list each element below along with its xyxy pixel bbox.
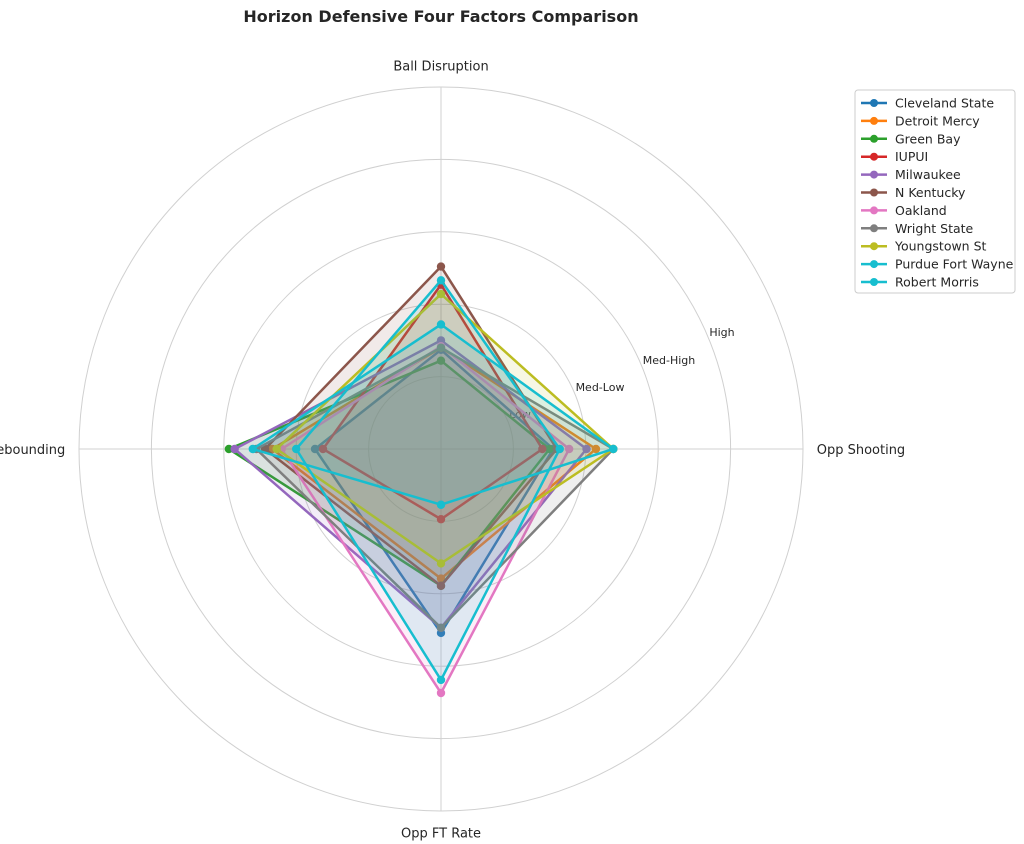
- legend-label: Purdue Fort Wayne: [895, 257, 1014, 272]
- radial-tick-label: Med-Low: [576, 381, 625, 394]
- series-layer: [224, 262, 618, 698]
- legend-marker: [870, 224, 878, 233]
- legend-label: Cleveland State: [895, 96, 994, 111]
- data-point: [591, 444, 601, 454]
- data-point: [545, 444, 554, 454]
- legend-label: Robert Morris: [895, 275, 979, 290]
- data-point: [272, 444, 281, 454]
- data-point: [436, 688, 446, 698]
- data-point: [436, 581, 446, 591]
- axis-label: Ball Disruption: [393, 59, 488, 74]
- legend-label: Wright State: [895, 221, 974, 236]
- legend-frame: [854, 89, 1016, 294]
- legend-marker: [870, 134, 878, 143]
- data-point: [436, 356, 446, 365]
- legend-marker: [870, 206, 878, 215]
- data-point: [248, 444, 257, 454]
- legend-label: N Kentucky: [895, 185, 966, 200]
- legend-label: Detroit Mercy: [895, 113, 980, 128]
- data-point: [224, 444, 234, 454]
- radial-tick-label: Med-High: [643, 354, 696, 367]
- data-point: [436, 500, 446, 509]
- data-point: [436, 574, 446, 583]
- legend-marker: [870, 99, 878, 107]
- legend-label: Oakland: [895, 203, 947, 218]
- data-point: [436, 343, 446, 352]
- radial-tick-label: High: [709, 326, 734, 339]
- data-point: [436, 515, 446, 524]
- data-point: [230, 444, 239, 454]
- data-point: [436, 336, 446, 345]
- series-iupui: [318, 280, 547, 524]
- series-purdue-fort-wayne: [292, 276, 564, 685]
- legend-marker: [870, 242, 878, 251]
- chart-title: Horizon Defensive Four Factors Compariso…: [243, 7, 638, 26]
- data-point: [436, 675, 446, 685]
- data-point: [318, 444, 328, 454]
- data-point: [538, 444, 547, 454]
- data-point: [555, 444, 564, 454]
- data-point: [436, 623, 446, 633]
- data-point: [609, 444, 618, 454]
- legend-marker: [870, 170, 878, 179]
- data-point: [292, 444, 301, 454]
- legend-label: Green Bay: [895, 131, 961, 146]
- legend-label: IUPUI: [895, 149, 928, 164]
- legend-marker: [870, 116, 878, 125]
- axis-label: Opp FT Rate: [401, 827, 481, 842]
- legend-marker: [870, 278, 878, 286]
- legend-marker: [870, 188, 878, 197]
- data-point: [436, 262, 446, 271]
- data-point: [310, 444, 320, 454]
- data-point: [436, 289, 446, 299]
- series-oakland: [277, 341, 574, 698]
- data-point: [436, 320, 446, 329]
- series-robert-morris: [248, 320, 618, 509]
- legend: Cleveland State Detroit Mercy Green Bay IUP…: [854, 89, 1016, 294]
- axis-label: Opp Shooting: [817, 443, 905, 458]
- legend-label: Youngstown St: [894, 239, 987, 254]
- legend-label: Milwaukee: [895, 167, 961, 182]
- data-point: [436, 559, 446, 568]
- data-point: [564, 444, 574, 454]
- data-point: [582, 444, 591, 454]
- axis-label: Def Rebounding: [0, 443, 65, 458]
- data-point: [436, 276, 446, 285]
- legend-marker: [870, 260, 878, 269]
- legend-marker: [870, 152, 878, 161]
